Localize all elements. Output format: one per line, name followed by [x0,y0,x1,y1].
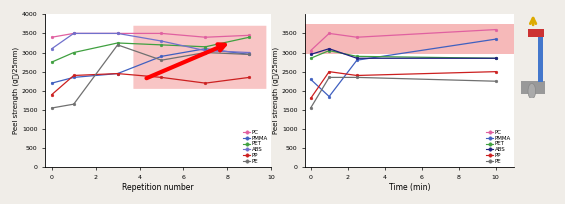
Circle shape [528,83,536,99]
Y-axis label: Peel strength (g₟/25mm): Peel strength (g₟/25mm) [272,47,279,134]
Bar [521,81,545,94]
X-axis label: Time (min): Time (min) [389,183,431,192]
Legend: PC, PMMA, PET, ABS, PP, PE: PC, PMMA, PET, ABS, PP, PE [486,129,511,164]
FancyBboxPatch shape [133,26,266,89]
Bar [305,24,514,54]
Bar [528,29,544,37]
X-axis label: Repetition number: Repetition number [123,183,194,192]
Bar [538,35,544,82]
Y-axis label: Peel strength (g₟/25mm): Peel strength (g₟/25mm) [12,47,19,134]
Legend: PC, PMMA, PET, ABS, PP, PE: PC, PMMA, PET, ABS, PP, PE [243,129,268,164]
